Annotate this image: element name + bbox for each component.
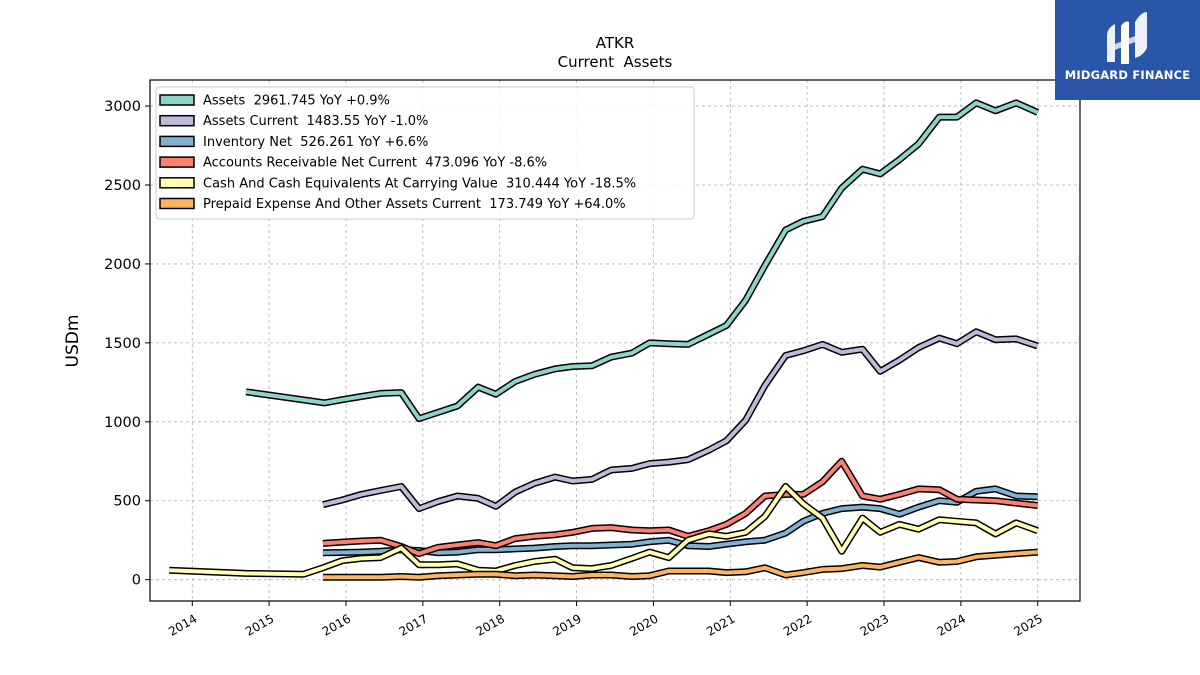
x-tick-label: 2017 xyxy=(397,612,430,639)
brand-name: MIDGARD FINANCE xyxy=(1064,68,1191,82)
y-tick-label: 2000 xyxy=(104,257,141,273)
x-tick-label: 2022 xyxy=(781,612,814,639)
legend-swatch xyxy=(159,177,195,189)
y-tick-label: 1000 xyxy=(104,415,141,431)
y-tick-label: 1500 xyxy=(104,336,141,352)
y-tick-label: 500 xyxy=(113,494,141,510)
legend-entry: Accounts Receivable Net Current 473.096 … xyxy=(203,156,547,171)
legend-swatch xyxy=(159,114,195,127)
legend-entry: Cash And Cash Equivalents At Carrying Va… xyxy=(203,176,636,191)
brand-mark-icon xyxy=(1107,12,1147,64)
series-line-4 xyxy=(322,457,1039,558)
plot-frame xyxy=(149,79,1081,602)
chart-title: ATKR xyxy=(596,34,635,52)
legend-swatch xyxy=(159,156,195,168)
series-outline xyxy=(322,328,1039,513)
legend-swatch xyxy=(159,135,195,148)
plot-lines xyxy=(169,99,1040,581)
x-axis: 2014 2015 2016 2017 2018 2019 2020 2021 2022 2023… xyxy=(166,601,1045,639)
x-tick-label: 2019 xyxy=(550,612,583,639)
x-tick-label: 2023 xyxy=(858,612,891,639)
legend-entry: Assets 2961.745 YoY +0.9% xyxy=(203,94,390,109)
brand-logo: MIDGARD FINANCE xyxy=(1055,0,1200,100)
x-tick-label: 2015 xyxy=(243,612,276,639)
legend-entry: Assets Current 1483.55 YoY -1.0% xyxy=(203,114,428,129)
series-stroke xyxy=(322,550,1038,580)
y-tick-label: 0 xyxy=(132,573,141,589)
legend: Assets 2961.745 YoY +0.9% Assets Current … xyxy=(155,86,695,220)
y-tick-label: 3000 xyxy=(104,99,141,115)
x-tick-label: 2024 xyxy=(935,612,968,639)
series-line-5 xyxy=(169,483,1039,578)
series-stroke xyxy=(169,484,1039,577)
legend-entry: Prepaid Expense And Other Assets Current… xyxy=(203,197,626,212)
series-stroke xyxy=(322,486,1038,555)
legend-swatch xyxy=(159,197,195,210)
x-tick-label: 2016 xyxy=(320,612,353,639)
chart-subtitle: Current Assets xyxy=(558,53,673,71)
series-stroke xyxy=(322,459,1038,556)
series-stroke xyxy=(245,100,1039,421)
legend-swatch xyxy=(159,94,195,106)
y-tick-label: 2500 xyxy=(104,178,141,194)
x-tick-label: 2021 xyxy=(704,612,737,639)
series-line-3 xyxy=(322,485,1038,557)
series-line-6 xyxy=(322,548,1038,581)
x-tick-label: 2020 xyxy=(627,612,660,639)
y-axis: 0 500 1000 1500 2000 2500 3000 xyxy=(104,99,150,589)
x-tick-label: 2014 xyxy=(166,612,199,639)
x-tick-label: 2025 xyxy=(1012,612,1045,639)
x-tick-label: 2018 xyxy=(474,612,507,639)
legend-box xyxy=(155,86,695,220)
series-stroke xyxy=(322,329,1039,511)
series-line-2 xyxy=(322,328,1039,513)
legend-entry: Inventory Net 526.261 YoY +6.6% xyxy=(203,135,428,150)
y-axis-label: USDm xyxy=(63,315,83,368)
series-line-1 xyxy=(245,99,1040,423)
